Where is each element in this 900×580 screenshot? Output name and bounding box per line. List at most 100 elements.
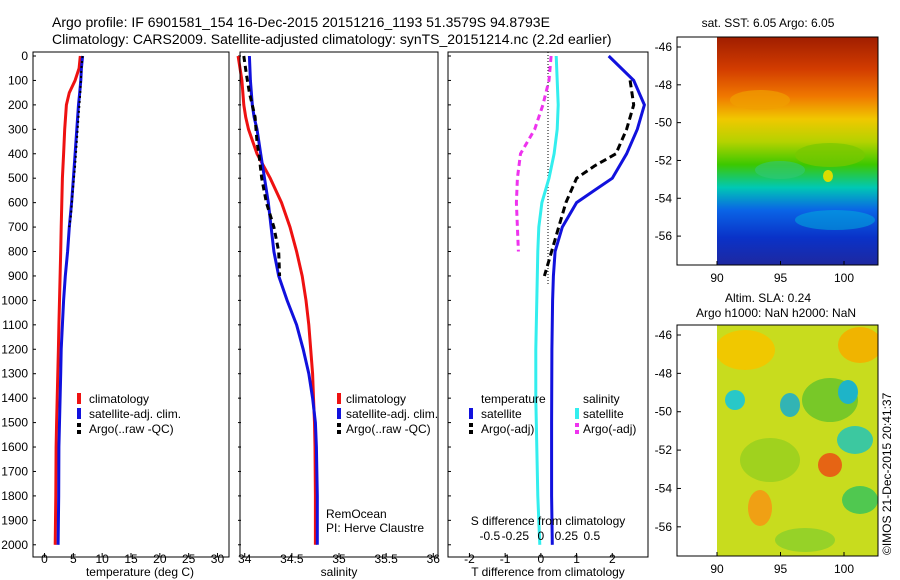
- x-tick-label: 30: [211, 552, 225, 566]
- x-tick-label: 34: [238, 552, 252, 566]
- series-line-argo-raw-qc-: [242, 55, 282, 277]
- figure-title-line2: Climatology: CARS2009. Satellite-adjuste…: [52, 31, 612, 47]
- map-y-tick-label: -46: [655, 328, 673, 342]
- depth-tick-label: 0: [21, 49, 28, 63]
- series-line-climatology: [53, 55, 82, 545]
- map-x-tick-label: 90: [710, 271, 724, 285]
- depth-tick-label: 1900: [1, 513, 28, 527]
- diff-legend-t-sat: satellite: [481, 407, 522, 421]
- sal-legend-swatch-sat: [337, 408, 341, 419]
- depth-tick-label: 1300: [1, 367, 28, 381]
- map-x-tick-label: 95: [774, 562, 788, 576]
- depth-tick-label: 500: [8, 171, 28, 185]
- map-y-tick-label: -46: [655, 40, 673, 54]
- depth-tick-label: 200: [8, 98, 28, 112]
- map-x-tick-label: 100: [834, 562, 854, 576]
- difference-panel: -2 -1 0 1 2 -0.5 -0.25 0 0.25 0.5 S difference f…: [447, 51, 649, 579]
- depth-tick-label: 1800: [1, 489, 28, 503]
- map-x-tick-label: 95: [774, 271, 788, 285]
- x-tick-label: 15: [124, 552, 138, 566]
- depth-tick-label: 1400: [1, 391, 28, 405]
- sal-legend: climatology satellite-adj. clim. Argo(..…: [337, 392, 438, 436]
- map-y-tick-label: -50: [655, 405, 673, 419]
- diff-top-tick-label: 0.5: [584, 529, 601, 543]
- x-tick-label: -1: [500, 552, 511, 566]
- series-line-satellite-adj-clim-: [56, 55, 85, 545]
- diff-series-line-3: [514, 55, 553, 252]
- x-tick-label: 1: [573, 552, 580, 566]
- map-y-tick-label: -54: [655, 481, 673, 495]
- sst-map: sat. SST: 6.05 Argo: 6.05: [655, 16, 879, 285]
- diff-legend: temperature salinity satellite Argo(-adj…: [469, 392, 636, 436]
- x-tick-label: 36: [427, 552, 441, 566]
- diff-top-ticks: -0.5 -0.25 0 0.25 0.5: [480, 529, 601, 543]
- temp-legend-sat: satellite-adj. clim.: [89, 407, 181, 421]
- map-y-tick-label: -50: [655, 116, 673, 130]
- temp-legend-swatch-clim: [77, 393, 81, 404]
- x-tick-label: -2: [464, 552, 475, 566]
- x-tick-label: 10: [95, 552, 109, 566]
- sla-map-title1: Altim. SLA: 0.24: [725, 291, 811, 305]
- sal-legend-sat: satellite-adj. clim.: [346, 407, 438, 421]
- diff-legend-s-sat: satellite: [583, 407, 624, 421]
- depth-tick-label: 1000: [1, 293, 28, 307]
- salinity-panel: 34 34.5 35 35.5 36 salinity climatology sate…: [236, 51, 440, 579]
- depth-tick-label: 1100: [2, 318, 28, 332]
- sal-note-project: RemOcean: [326, 507, 387, 521]
- sla-map-yticks: -46 -48 -50 -52 -54 -56: [655, 328, 681, 534]
- sal-legend-swatch-clim: [337, 393, 341, 404]
- temp-legend: climatology satellite-adj. clim. Argo(..…: [77, 392, 181, 436]
- temp-series-layer: [53, 55, 85, 545]
- x-tick-label: 34.5: [280, 552, 304, 566]
- x-tick-label: 20: [153, 552, 167, 566]
- sst-field: [717, 37, 878, 265]
- depth-tick-label: 700: [8, 220, 28, 234]
- temp-legend-clim: climatology: [89, 392, 149, 406]
- temp-legend-swatch-sat: [77, 408, 81, 419]
- diff-series-layer: [514, 54, 646, 545]
- depth-tick-label: 1600: [1, 440, 28, 454]
- sal-legend-argo: Argo(..raw -QC): [346, 422, 431, 436]
- sst-map-xticks: 90 95 100: [710, 261, 854, 285]
- x-tick-label: 5: [70, 552, 77, 566]
- map-y-tick-label: -52: [655, 153, 673, 167]
- diff-legend-t-argo: Argo(-adj): [481, 422, 534, 436]
- sal-xlabel: salinity: [321, 565, 358, 579]
- diff-legend-swatch-s-sat: [575, 408, 579, 419]
- sst-map-yticks: -46 -48 -50 -52 -54 -56: [655, 40, 681, 243]
- diff-legend-swatch-t-sat: [469, 408, 473, 419]
- x-tick-label: 25: [182, 552, 196, 566]
- diff-axes-box: [447, 51, 649, 558]
- map-x-tick-label: 100: [834, 271, 854, 285]
- sal-note-pi: PI: Herve Claustre: [326, 521, 424, 535]
- sst-map-title: sat. SST: 6.05 Argo: 6.05: [702, 16, 835, 30]
- map-y-tick-label: -48: [655, 366, 673, 380]
- sla-map-title2: Argo h1000: NaN h2000: NaN: [696, 306, 856, 320]
- map-y-tick-label: -52: [655, 443, 673, 457]
- sla-map: Altim. SLA: 0.24 Argo h1000: NaN h2000: …: [655, 291, 879, 576]
- temp-xlabel: temperature (deg C): [86, 565, 194, 579]
- x-tick-label: 2: [609, 552, 616, 566]
- diff-top-tick-label: 0.25: [555, 529, 579, 543]
- diff-legend-s-argo: Argo(-adj): [583, 422, 636, 436]
- sla-field: [717, 325, 878, 556]
- depth-tick-label: 1500: [1, 416, 28, 430]
- temp-legend-argo: Argo(..raw -QC): [89, 422, 174, 436]
- temp-yticks: 0 100 200 300 400 500 600 700 800 900 1000 1100 1200…: [1, 49, 451, 552]
- depth-tick-label: 800: [8, 245, 28, 259]
- diff-xlabel: T difference from climatology: [471, 565, 625, 579]
- depth-tick-label: 900: [8, 269, 28, 283]
- map-y-tick-label: -56: [655, 520, 673, 534]
- temp-xticks: 0 5 10 15 20 25 30: [41, 552, 224, 566]
- x-tick-label: 0: [41, 552, 48, 566]
- map-y-tick-label: -48: [655, 78, 673, 92]
- x-tick-label: 35: [332, 552, 346, 566]
- x-tick-label: 35.5: [374, 552, 398, 566]
- diff-legend-head-temp: temperature: [481, 392, 546, 406]
- diff-top-label: S difference from climatology: [471, 514, 626, 528]
- sal-xticks: 34 34.5 35 35.5 36: [238, 552, 440, 566]
- depth-tick-label: 400: [8, 147, 28, 161]
- diff-top-tick-label: 0: [538, 529, 545, 543]
- sst-map-frame: [676, 36, 879, 266]
